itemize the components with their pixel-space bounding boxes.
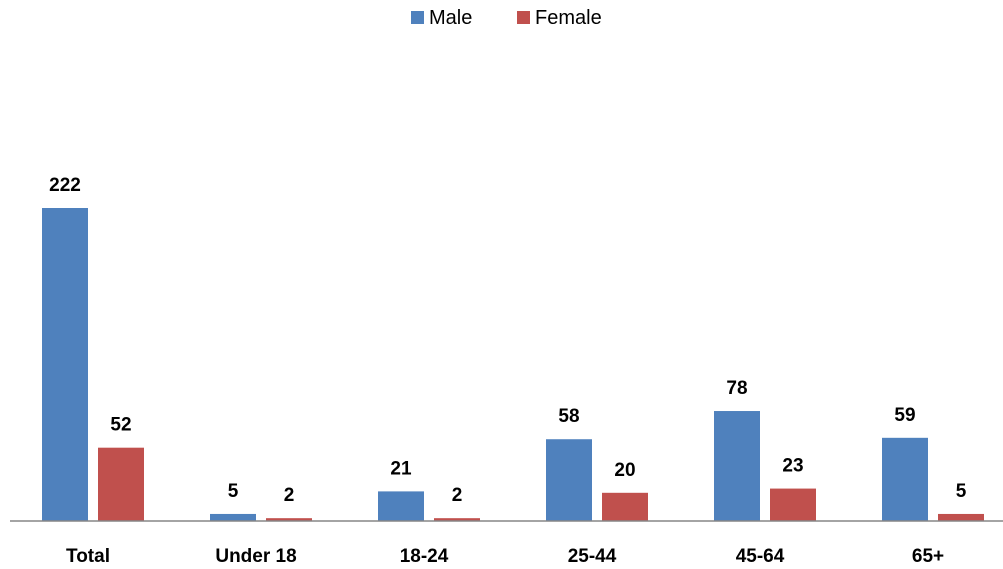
data-label-female-25-44: 20 bbox=[614, 460, 635, 481]
legend: Male Female bbox=[411, 7, 602, 29]
x-tick-label-total: Total bbox=[66, 546, 110, 567]
data-label-male-25-44: 58 bbox=[558, 406, 579, 427]
x-tick-label-45-64: 45-64 bbox=[736, 546, 785, 567]
x-tick-label-18-24: 18-24 bbox=[400, 546, 449, 567]
x-axis-tick-labels: Total Under 18 18-24 25-44 45-64 65+ bbox=[66, 546, 944, 567]
data-label-male-under-18: 5 bbox=[228, 481, 239, 502]
bar-male-18-24 bbox=[378, 491, 424, 521]
bar-male-45-64 bbox=[714, 411, 760, 521]
bar-male-under-18 bbox=[210, 513, 256, 521]
bar-female-25-44 bbox=[602, 492, 648, 521]
legend-label-male: Male bbox=[429, 7, 472, 29]
bar-female-18-24 bbox=[434, 518, 480, 521]
bar-female-45-64 bbox=[770, 488, 816, 521]
bar-female-65 bbox=[938, 513, 984, 521]
data-label-female-under-18: 2 bbox=[284, 485, 295, 506]
bar-female-under-18 bbox=[266, 518, 312, 521]
x-tick-label-25-44: 25-44 bbox=[568, 546, 617, 567]
x-tick-label-65: 65+ bbox=[912, 546, 944, 567]
bar-female-total bbox=[98, 447, 144, 521]
data-label-male-18-24: 21 bbox=[390, 458, 412, 479]
data-label-female-18-24: 2 bbox=[452, 485, 463, 506]
data-label-female-total: 52 bbox=[110, 415, 131, 436]
data-label-male-45-64: 78 bbox=[726, 378, 747, 399]
data-label-male-65: 59 bbox=[894, 405, 915, 426]
data-label-female-65: 5 bbox=[956, 481, 967, 502]
legend-swatch-male bbox=[411, 11, 424, 24]
x-tick-label-under-18: Under 18 bbox=[215, 546, 296, 567]
legend-label-female: Female bbox=[535, 7, 602, 29]
legend-swatch-female bbox=[517, 11, 530, 24]
data-label-female-45-64: 23 bbox=[782, 456, 803, 477]
bar-male-total bbox=[42, 208, 88, 521]
bar-male-25-44 bbox=[546, 439, 592, 521]
data-label-male-total: 222 bbox=[49, 175, 81, 196]
bar-male-65 bbox=[882, 437, 928, 521]
